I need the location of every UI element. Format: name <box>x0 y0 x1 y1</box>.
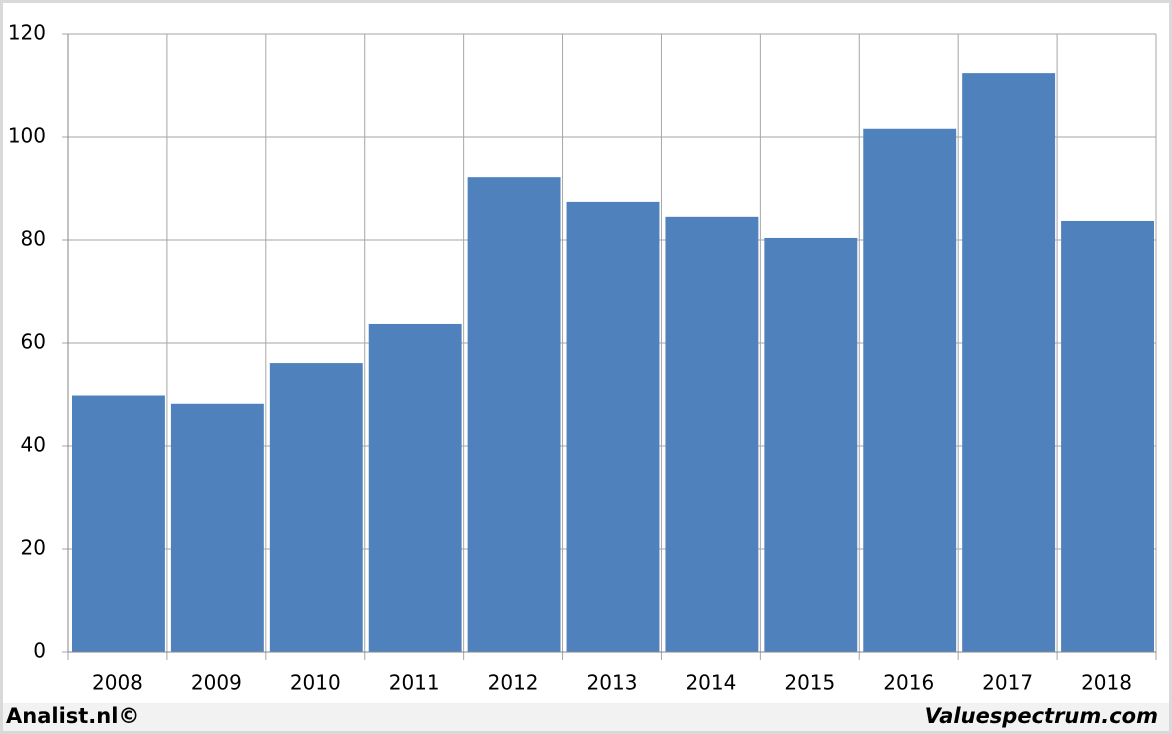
bar <box>467 177 561 653</box>
footer-band <box>3 703 1169 731</box>
x-tick-label: 2009 <box>191 671 242 695</box>
x-tick-label: 2008 <box>92 671 143 695</box>
y-tick-label: 100 <box>8 124 46 148</box>
bar <box>72 395 165 652</box>
x-tick-label: 2017 <box>982 671 1033 695</box>
x-tick-label: 2016 <box>883 671 934 695</box>
footer-right: Valuespectrum.com <box>925 704 1158 728</box>
x-tick-label: 2015 <box>784 671 835 695</box>
y-tick-label: 0 <box>33 639 46 663</box>
x-tick-label: 2014 <box>685 671 736 695</box>
y-tick-label: 120 <box>8 21 46 45</box>
x-tick-label: 2010 <box>290 671 341 695</box>
x-tick-label: 2012 <box>488 671 539 695</box>
bar <box>566 201 660 652</box>
bar <box>962 73 1056 652</box>
bar <box>368 323 462 652</box>
bar <box>170 403 264 652</box>
footer-left: Analist.nl© <box>6 704 139 728</box>
x-tick-label: 2018 <box>1081 671 1132 695</box>
bar <box>764 237 858 652</box>
bar <box>1061 220 1154 652</box>
y-tick-label: 60 <box>21 330 46 354</box>
bar <box>269 363 363 652</box>
bar <box>863 128 957 652</box>
x-tick-label: 2011 <box>389 671 440 695</box>
y-tick-label: 20 <box>21 536 46 560</box>
y-tick-label: 40 <box>21 433 46 457</box>
y-tick-label: 80 <box>21 227 46 251</box>
bar <box>665 216 759 652</box>
x-tick-label: 2013 <box>587 671 638 695</box>
